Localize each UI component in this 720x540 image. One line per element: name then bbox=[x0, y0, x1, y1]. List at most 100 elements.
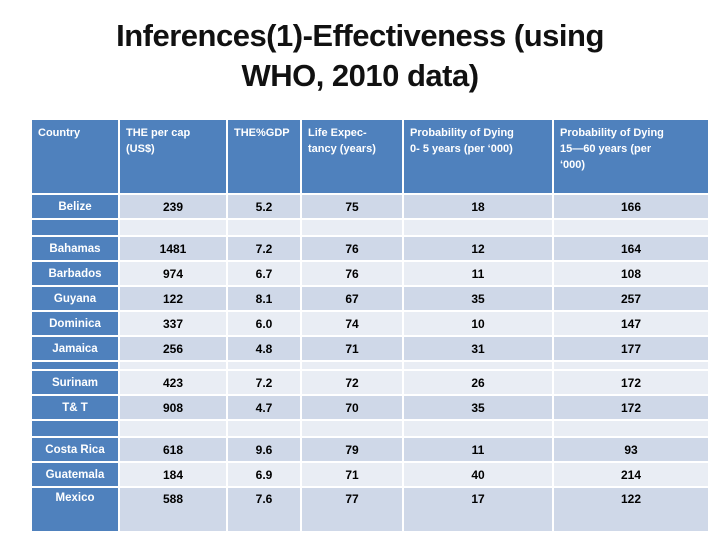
value-cell bbox=[120, 362, 226, 369]
value-cell: 6.9 bbox=[228, 463, 300, 486]
country-cell: Bahamas bbox=[32, 237, 118, 260]
value-cell: 908 bbox=[120, 396, 226, 419]
value-cell: 7.2 bbox=[228, 371, 300, 394]
country-cell: Belize bbox=[32, 195, 118, 218]
value-cell: 239 bbox=[120, 195, 226, 218]
slide-title-line2: WHO, 2010 data) bbox=[241, 58, 479, 93]
value-cell bbox=[302, 362, 402, 369]
value-cell bbox=[120, 220, 226, 235]
value-cell: 147 bbox=[554, 312, 708, 335]
slide-title-line1: Inferences(1)-Effectiveness (using bbox=[116, 18, 604, 53]
table-row-guyana: Guyana 122 8.1 67 35 257 bbox=[32, 287, 708, 310]
value-cell: 214 bbox=[554, 463, 708, 486]
country-cell bbox=[32, 362, 118, 369]
table-row-dominica: Dominica 337 6.0 74 10 147 bbox=[32, 312, 708, 335]
value-cell: 8.1 bbox=[228, 287, 300, 310]
table-row-costa-rica: Costa Rica 618 9.6 79 11 93 bbox=[32, 438, 708, 461]
country-cell: Jamaica bbox=[32, 337, 118, 360]
value-cell: 172 bbox=[554, 371, 708, 394]
value-cell bbox=[120, 421, 226, 436]
slide-title: Inferences(1)-Effectiveness (using WHO, 2… bbox=[0, 16, 720, 96]
country-cell: Mexico bbox=[32, 488, 118, 531]
value-cell: 7.6 bbox=[228, 488, 300, 531]
value-cell: 7.2 bbox=[228, 237, 300, 260]
country-cell: Dominica bbox=[32, 312, 118, 335]
value-cell: 164 bbox=[554, 237, 708, 260]
table-row-spacer bbox=[32, 362, 708, 369]
table-row-guatemala: Guatemala 184 6.9 71 40 214 bbox=[32, 463, 708, 486]
value-cell: 974 bbox=[120, 262, 226, 285]
value-cell bbox=[404, 220, 552, 235]
value-cell: 588 bbox=[120, 488, 226, 531]
country-cell: Surinam bbox=[32, 371, 118, 394]
table-row-barbados: Barbados 974 6.7 76 11 108 bbox=[32, 262, 708, 285]
country-cell: Barbados bbox=[32, 262, 118, 285]
country-cell bbox=[32, 421, 118, 436]
column-header-the-pct-gdp: THE%GDP bbox=[228, 120, 300, 193]
table-row-spacer bbox=[32, 220, 708, 235]
value-cell: 93 bbox=[554, 438, 708, 461]
table-header-row: Country THE per cap (US$) THE%GDP Life E… bbox=[32, 120, 708, 193]
value-cell: 79 bbox=[302, 438, 402, 461]
value-cell: 257 bbox=[554, 287, 708, 310]
column-header-the-per-cap: THE per cap (US$) bbox=[120, 120, 226, 193]
table-row-t-t: T& T 908 4.7 70 35 172 bbox=[32, 396, 708, 419]
value-cell: 5.2 bbox=[228, 195, 300, 218]
value-cell: 337 bbox=[120, 312, 226, 335]
value-cell: 423 bbox=[120, 371, 226, 394]
value-cell: 122 bbox=[120, 287, 226, 310]
value-cell: 71 bbox=[302, 337, 402, 360]
table-row-jamaica: Jamaica 256 4.8 71 31 177 bbox=[32, 337, 708, 360]
value-cell: 35 bbox=[404, 396, 552, 419]
value-cell: 122 bbox=[554, 488, 708, 531]
table-row-bahamas: Bahamas 1481 7.2 76 12 164 bbox=[32, 237, 708, 260]
column-header-prob-dying-0-5: Probability of Dying 0- 5 years (per ‘00… bbox=[404, 120, 552, 193]
value-cell: 9.6 bbox=[228, 438, 300, 461]
value-cell bbox=[554, 362, 708, 369]
value-cell: 618 bbox=[120, 438, 226, 461]
table-body: Belize 239 5.2 75 18 166 Bahamas 1481 7.2 76 12 164… bbox=[32, 195, 708, 531]
value-cell: 26 bbox=[404, 371, 552, 394]
value-cell: 11 bbox=[404, 262, 552, 285]
value-cell: 10 bbox=[404, 312, 552, 335]
value-cell bbox=[228, 421, 300, 436]
value-cell bbox=[228, 362, 300, 369]
value-cell: 71 bbox=[302, 463, 402, 486]
value-cell: 4.8 bbox=[228, 337, 300, 360]
table-row-mexico: Mexico 588 7.6 77 17 122 bbox=[32, 488, 708, 531]
value-cell: 75 bbox=[302, 195, 402, 218]
value-cell: 67 bbox=[302, 287, 402, 310]
country-cell bbox=[32, 220, 118, 235]
value-cell: 17 bbox=[404, 488, 552, 531]
country-cell: Guyana bbox=[32, 287, 118, 310]
value-cell: 76 bbox=[302, 237, 402, 260]
value-cell bbox=[404, 421, 552, 436]
country-cell: Costa Rica bbox=[32, 438, 118, 461]
value-cell: 256 bbox=[120, 337, 226, 360]
value-cell bbox=[302, 421, 402, 436]
value-cell: 1481 bbox=[120, 237, 226, 260]
value-cell: 108 bbox=[554, 262, 708, 285]
column-header-prob-dying-15-60: Probability of Dying 15—60 years (per ‘0… bbox=[554, 120, 708, 193]
table-row-belize: Belize 239 5.2 75 18 166 bbox=[32, 195, 708, 218]
value-cell: 18 bbox=[404, 195, 552, 218]
value-cell: 184 bbox=[120, 463, 226, 486]
value-cell: 4.7 bbox=[228, 396, 300, 419]
value-cell bbox=[554, 220, 708, 235]
value-cell: 74 bbox=[302, 312, 402, 335]
country-cell: Guatemala bbox=[32, 463, 118, 486]
value-cell: 12 bbox=[404, 237, 552, 260]
value-cell: 77 bbox=[302, 488, 402, 531]
table-row-surinam: Surinam 423 7.2 72 26 172 bbox=[32, 371, 708, 394]
value-cell: 172 bbox=[554, 396, 708, 419]
value-cell: 76 bbox=[302, 262, 402, 285]
value-cell bbox=[554, 421, 708, 436]
value-cell: 31 bbox=[404, 337, 552, 360]
value-cell: 40 bbox=[404, 463, 552, 486]
column-header-country: Country bbox=[32, 120, 118, 193]
value-cell bbox=[228, 220, 300, 235]
value-cell: 177 bbox=[554, 337, 708, 360]
column-header-life-expectancy: Life Expec- tancy (years) bbox=[302, 120, 402, 193]
value-cell bbox=[302, 220, 402, 235]
